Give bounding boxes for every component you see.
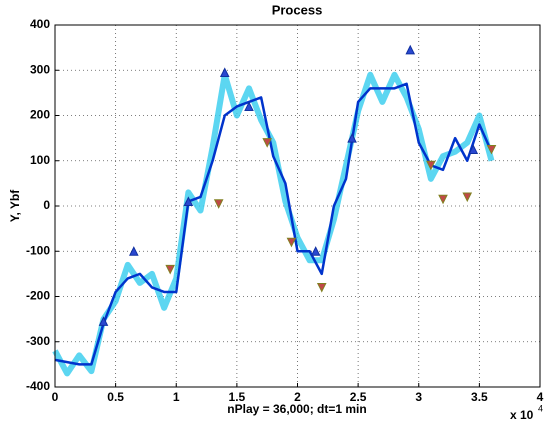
marker-up [468,144,479,154]
y-tick-label: 0 [43,198,50,212]
marker-down [426,160,436,171]
x-multiplier-exponent: 4 [538,403,543,413]
marker-down [462,192,473,203]
y-tick-label: -100 [26,243,50,257]
marker-up [98,316,109,326]
marker-down [486,144,497,155]
marker-up [310,246,321,256]
y-tick-label: 300 [30,62,50,76]
marker-down [262,138,272,148]
marker-down [316,282,327,293]
y-axis-label: Y, Ybf [8,189,22,222]
marker-up [129,246,139,256]
x-tick-label: 4 [537,390,544,404]
x-multiplier: x 10 [510,408,534,422]
marker-up [347,133,357,143]
series-line [54,82,493,366]
marker-up [405,44,416,55]
marker-down [286,237,297,248]
y-tick-label: -400 [26,379,50,393]
x-tick-label: 2.5 [350,390,367,404]
marker-up [183,196,194,206]
x-tick-label: 3 [415,390,422,404]
x-axis-label: nPlay = 36,000; dt=1 min [227,402,366,416]
y-tick-label: 200 [30,108,50,122]
x-tick-label: 3.5 [471,390,488,404]
marker-down [438,194,448,205]
marker-up [244,101,254,111]
x-tick-label: 2 [294,390,301,404]
marker-down [165,264,175,275]
x-tick-label: 1 [173,390,180,404]
y-tick-label: -200 [26,289,50,303]
y-tick-label: 100 [30,153,50,167]
x-tick-label: 0.5 [107,390,124,404]
x-tick-label: 0 [52,390,59,404]
marker-down [213,199,224,209]
plot-frame [54,24,541,388]
chart-title: Process [272,2,323,17]
marker-up [219,67,230,78]
y-tick-label: 400 [30,17,50,31]
series-line [52,71,495,377]
y-tick-label: -300 [26,334,50,348]
x-tick-label: 1.5 [229,390,246,404]
